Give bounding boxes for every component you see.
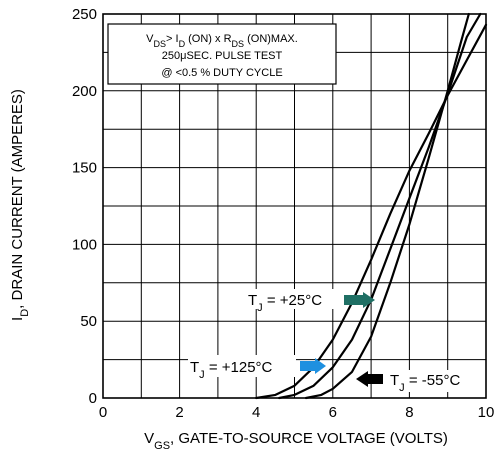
x-tick-labels: 0 2 4 6 8 10: [99, 404, 495, 421]
arrow-tj-55-shaft: [367, 374, 383, 384]
note-line-3: @ <0.5 % DUTY CYCLE: [161, 67, 282, 79]
x-tick-label: 6: [329, 404, 337, 421]
y-tick-label: 100: [72, 236, 97, 253]
y-tick-label: 50: [80, 313, 97, 330]
x-tick-label: 0: [99, 404, 107, 421]
arrow-tj-25-shaft: [344, 295, 364, 305]
x-tick-label: 8: [405, 404, 413, 421]
label-tj-125-bg: [188, 355, 296, 377]
label-tj-125: TJ = +125°C: [188, 355, 326, 381]
y-tick-label: 250: [72, 6, 97, 23]
curve-tj-25: [278, 12, 482, 400]
x-tick-label: 10: [478, 404, 495, 421]
label-tj-55-bg: [384, 370, 484, 392]
x-tick-label: 2: [175, 404, 183, 421]
y-axis-title: ID, DRAIN CURRENT (AMPERES): [9, 89, 31, 321]
plot-frame: [102, 13, 487, 399]
x-tick-label: 4: [252, 404, 260, 421]
label-tj-25: TJ = +25°C: [246, 289, 375, 314]
label-tj-25-bg: [246, 289, 340, 309]
chart-curves: [255, 12, 488, 400]
y-tick-label: 150: [72, 160, 97, 177]
y-tick-labels: 0 50 100 150 200 250: [72, 6, 97, 407]
arrow-tj-125-shaft: [300, 361, 316, 371]
test-condition-note: VDS> ID (ON) x RDS (ON)MAX. 250μSEC. PUL…: [107, 23, 337, 85]
arrow-tj-25-head: [363, 292, 375, 308]
note-line-2: 250μSEC. PULSE TEST: [162, 50, 283, 62]
arrow-tj-55-head: [356, 371, 368, 387]
note-line-1: VDS> ID (ON) x RDS (ON)MAX.: [146, 33, 298, 49]
y-tick-label: 200: [72, 83, 97, 100]
curve-tj-55: [304, 12, 470, 400]
label-tj-125-text: TJ = +125°C: [190, 359, 273, 381]
label-tj-55-text: TJ = -55°C: [390, 372, 460, 394]
label-tj-25-text: TJ = +25°C: [248, 292, 322, 314]
label-tj-55: TJ = -55°C: [356, 370, 484, 394]
y-tick-label: 0: [89, 390, 97, 407]
x-axis-title: VGS, GATE-TO-SOURCE VOLTAGE (VOLTS): [144, 430, 448, 452]
note-box: [107, 23, 337, 85]
arrow-tj-125-head: [315, 358, 326, 374]
